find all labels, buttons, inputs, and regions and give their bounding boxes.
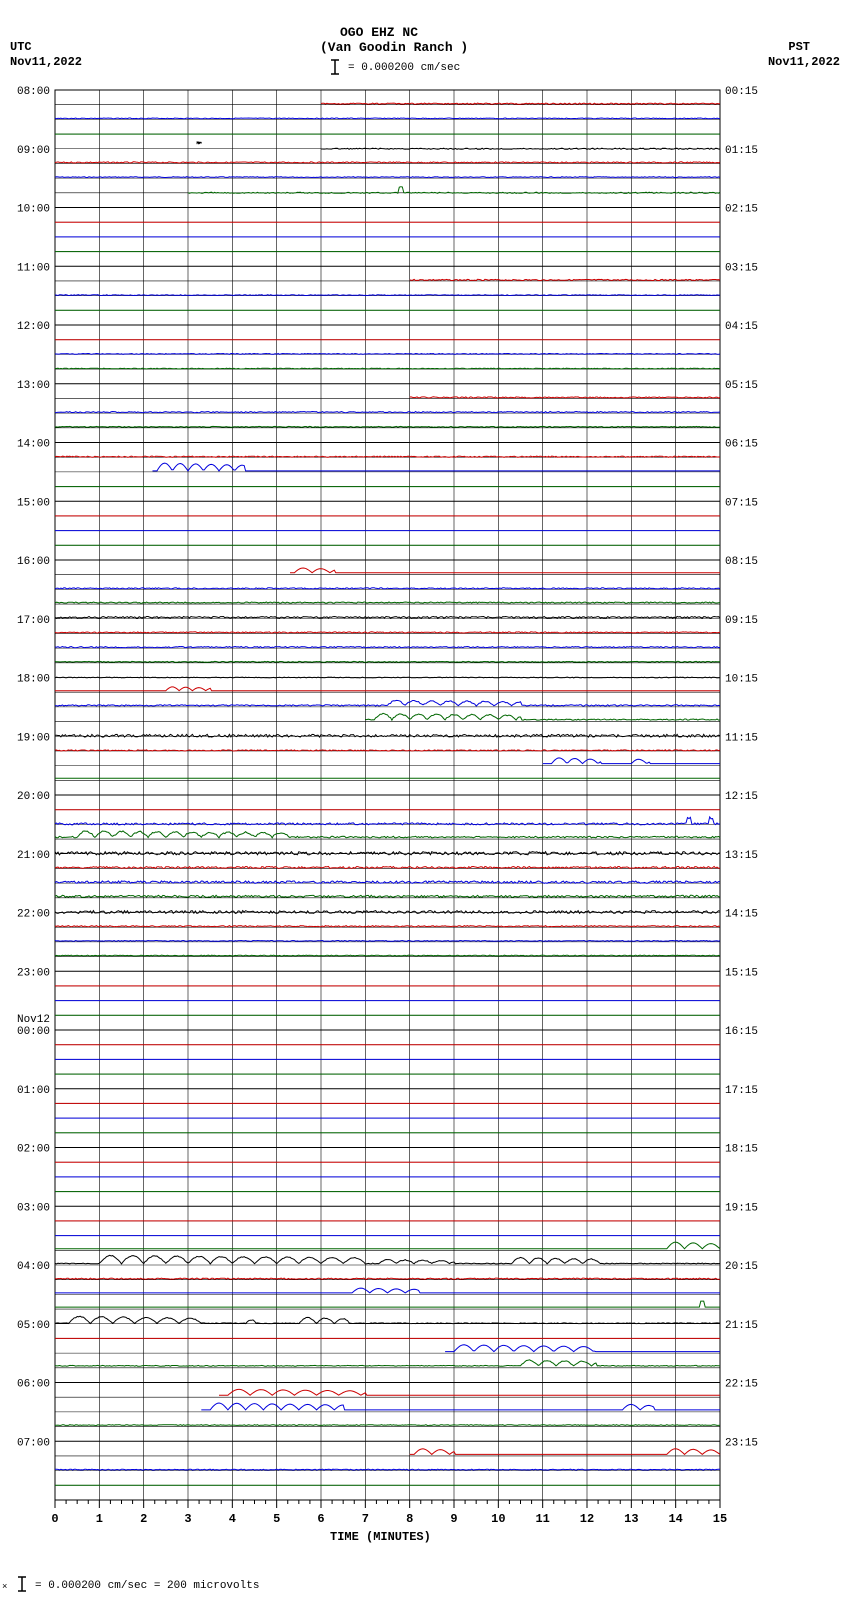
svg-text:01:15: 01:15 bbox=[725, 145, 758, 157]
svg-text:02:15: 02:15 bbox=[725, 204, 758, 216]
svg-text:07:15: 07:15 bbox=[725, 497, 758, 509]
svg-text:3: 3 bbox=[184, 1512, 191, 1526]
svg-text:13:15: 13:15 bbox=[725, 850, 758, 862]
svg-text:06:00: 06:00 bbox=[17, 1379, 50, 1391]
svg-text:12: 12 bbox=[580, 1512, 594, 1526]
svg-text:17:15: 17:15 bbox=[725, 1085, 758, 1097]
svg-text:07:00: 07:00 bbox=[17, 1437, 50, 1449]
svg-text:01:00: 01:00 bbox=[17, 1085, 50, 1097]
svg-text:2: 2 bbox=[140, 1512, 147, 1526]
svg-text:05:15: 05:15 bbox=[725, 380, 758, 392]
svg-text:15: 15 bbox=[713, 1512, 727, 1526]
svg-text:09:00: 09:00 bbox=[17, 145, 50, 157]
svg-text:04:00: 04:00 bbox=[17, 1261, 50, 1273]
svg-text:18:00: 18:00 bbox=[17, 674, 50, 686]
svg-text:1: 1 bbox=[96, 1512, 103, 1526]
svg-text:19:00: 19:00 bbox=[17, 732, 50, 744]
svg-text:0: 0 bbox=[51, 1512, 58, 1526]
svg-text:Nov12: Nov12 bbox=[17, 1014, 50, 1026]
svg-text:03:15: 03:15 bbox=[725, 262, 758, 274]
svg-text:05:00: 05:00 bbox=[17, 1320, 50, 1332]
svg-text:11:00: 11:00 bbox=[17, 262, 50, 274]
svg-text:19:15: 19:15 bbox=[725, 1202, 758, 1214]
svg-text:14:00: 14:00 bbox=[17, 439, 50, 451]
svg-text:15:00: 15:00 bbox=[17, 497, 50, 509]
svg-text:04:15: 04:15 bbox=[725, 321, 758, 333]
svg-text:15:15: 15:15 bbox=[725, 967, 758, 979]
svg-text:20:00: 20:00 bbox=[17, 791, 50, 803]
svg-text:22:15: 22:15 bbox=[725, 1379, 758, 1391]
svg-text:09:15: 09:15 bbox=[725, 615, 758, 627]
svg-text:22:00: 22:00 bbox=[17, 909, 50, 921]
svg-text:14:15: 14:15 bbox=[725, 909, 758, 921]
svg-text:20:15: 20:15 bbox=[725, 1261, 758, 1273]
svg-text:23:15: 23:15 bbox=[725, 1437, 758, 1449]
svg-text:10: 10 bbox=[491, 1512, 505, 1526]
svg-text:21:00: 21:00 bbox=[17, 850, 50, 862]
svg-text:00:15: 00:15 bbox=[725, 86, 758, 98]
svg-text:23:00: 23:00 bbox=[17, 967, 50, 979]
footer-scale: = 0.000200 cm/sec = 200 microvolts bbox=[35, 1580, 259, 1592]
svg-text:10:15: 10:15 bbox=[725, 674, 758, 686]
svg-text:08:15: 08:15 bbox=[725, 556, 758, 568]
svg-text:03:00: 03:00 bbox=[17, 1202, 50, 1214]
seismogram-plot: 012345678910111213141508:0009:0010:0011:… bbox=[0, 0, 850, 1613]
footer-scale-icon bbox=[15, 1575, 29, 1593]
svg-text:13: 13 bbox=[624, 1512, 638, 1526]
svg-text:16:15: 16:15 bbox=[725, 1026, 758, 1038]
svg-text:08:00: 08:00 bbox=[17, 86, 50, 98]
svg-text:06:15: 06:15 bbox=[725, 439, 758, 451]
svg-text:10:00: 10:00 bbox=[17, 204, 50, 216]
svg-text:11: 11 bbox=[535, 1512, 549, 1526]
svg-text:13:00: 13:00 bbox=[17, 380, 50, 392]
svg-text:14: 14 bbox=[668, 1512, 682, 1526]
svg-text:18:15: 18:15 bbox=[725, 1144, 758, 1156]
svg-text:21:15: 21:15 bbox=[725, 1320, 758, 1332]
svg-text:00:00: 00:00 bbox=[17, 1026, 50, 1038]
svg-text:17:00: 17:00 bbox=[17, 615, 50, 627]
svg-text:11:15: 11:15 bbox=[725, 732, 758, 744]
svg-text:02:00: 02:00 bbox=[17, 1144, 50, 1156]
x-axis-label: TIME (MINUTES) bbox=[330, 1530, 431, 1544]
svg-text:9: 9 bbox=[450, 1512, 457, 1526]
svg-text:8: 8 bbox=[406, 1512, 413, 1526]
svg-text:4: 4 bbox=[229, 1512, 236, 1526]
svg-text:12:15: 12:15 bbox=[725, 791, 758, 803]
svg-text:12:00: 12:00 bbox=[17, 321, 50, 333]
footer-prefix: × bbox=[2, 1582, 7, 1592]
svg-text:7: 7 bbox=[362, 1512, 369, 1526]
svg-text:5: 5 bbox=[273, 1512, 280, 1526]
svg-text:6: 6 bbox=[317, 1512, 324, 1526]
svg-text:16:00: 16:00 bbox=[17, 556, 50, 568]
